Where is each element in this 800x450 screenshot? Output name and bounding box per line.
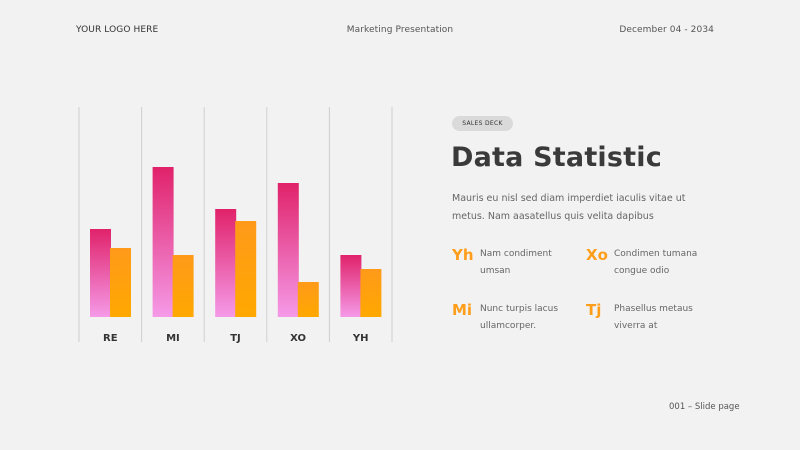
stat-code: Yh <box>452 246 474 264</box>
bar-re-series2 <box>110 248 131 317</box>
stat-text: Nam condiment umsan <box>480 249 552 276</box>
bar-xo-series2 <box>297 282 319 317</box>
presentation-date: December 04 - 2034 <box>619 25 714 35</box>
bar-yh-series2 <box>360 269 382 317</box>
stat-code: Tj <box>586 301 602 319</box>
x-tick-label: XO <box>290 333 306 344</box>
bar-xo-series1 <box>277 183 299 317</box>
stat-code: Mi <box>452 301 473 319</box>
x-tick-label: RE <box>103 333 118 344</box>
stat-code: Xo <box>586 246 608 264</box>
description-text: Mauris eu nisl sed diam imperdiet iaculi… <box>452 193 686 222</box>
stat-text: Phasellus metaus viverra at <box>614 304 693 331</box>
sales-deck-badge: SALES DECK <box>452 116 513 131</box>
bar-chart: RE MI TJ XO YH <box>78 107 393 344</box>
slide-page-label: 001 – Slide page <box>669 402 740 412</box>
bar-yh-series1 <box>340 255 362 317</box>
x-tick-label: YH <box>352 333 369 344</box>
logo-text: YOUR LOGO HERE <box>76 25 159 35</box>
x-tick-label: MI <box>166 333 180 344</box>
stat-text: Nunc turpis lacus ullamcorper. <box>480 304 559 331</box>
stat-text: Condimen tumana congue odio <box>614 249 698 276</box>
bar-mi-series1 <box>152 167 174 317</box>
bar-re-series1 <box>90 229 111 317</box>
bar-tj-series1 <box>215 209 237 317</box>
bar-mi-series2 <box>172 255 194 317</box>
x-tick-label: TJ <box>230 333 241 344</box>
presentation-title: Marketing Presentation <box>346 25 454 35</box>
page-title: Data Statistic <box>451 142 662 173</box>
bar-tj-series2 <box>235 221 257 317</box>
